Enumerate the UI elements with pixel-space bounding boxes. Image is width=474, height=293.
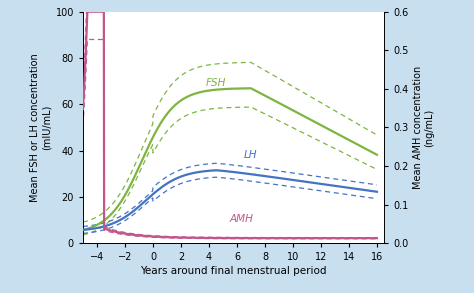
Y-axis label: Mean AMH concentration
(ng/mL): Mean AMH concentration (ng/mL) [412,66,434,189]
Text: FSH: FSH [206,78,227,88]
X-axis label: Years around final menstrual period: Years around final menstrual period [140,266,327,276]
Text: AMH: AMH [230,214,254,224]
Y-axis label: Mean FSH or LH concentration
(mIU/mL): Mean FSH or LH concentration (mIU/mL) [30,53,51,202]
Text: LH: LH [244,149,257,160]
